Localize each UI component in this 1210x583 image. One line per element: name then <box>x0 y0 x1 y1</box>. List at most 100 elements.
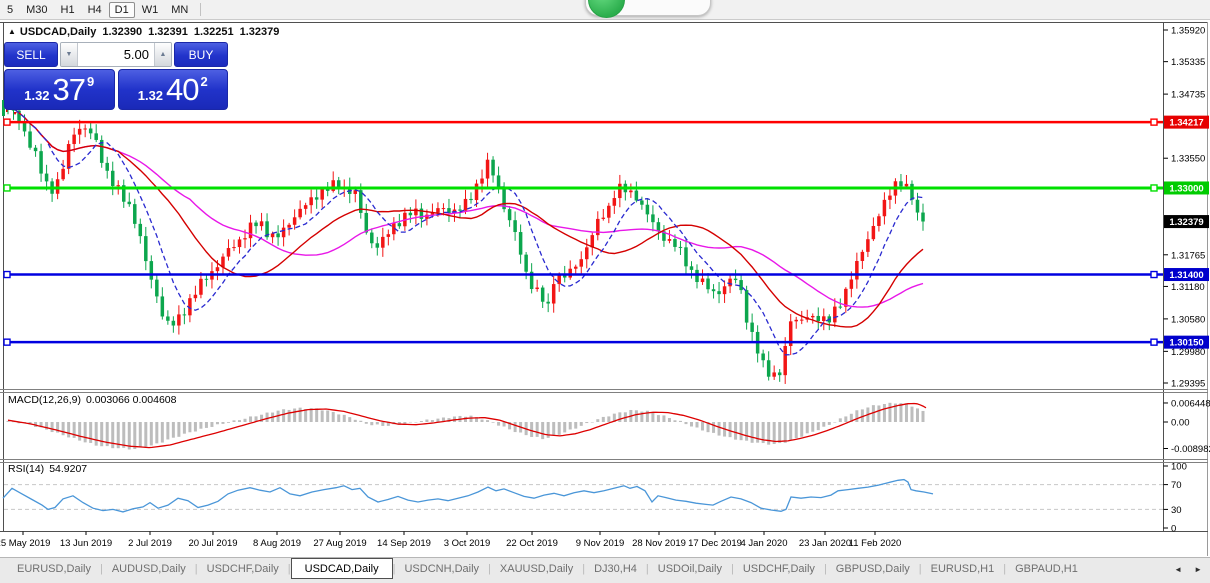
timeframe-button-MN[interactable]: MN <box>171 3 189 16</box>
tab-USDCNH-Daily[interactable]: USDCNH,Daily <box>404 563 480 575</box>
moving-averages <box>7 105 924 356</box>
svg-text:100: 100 <box>1171 462 1187 473</box>
ohlc-close: 1.32379 <box>239 26 280 38</box>
price-axis: 1.35920 1.35335 1.34735 1.33550 1.31765 1.311… <box>1163 26 1209 390</box>
tab-separator: | <box>1003 563 1007 575</box>
scroll-right-icon[interactable]: ► <box>1194 564 1202 574</box>
tab-GBPUSD-Daily[interactable]: GBPUSD,Daily <box>835 563 910 575</box>
macd-name: MACD(12,26,9) <box>8 394 81 406</box>
triangle-up-icon: ▲ <box>159 51 167 58</box>
svg-text:1.31765: 1.31765 <box>1171 250 1205 261</box>
volume-input[interactable] <box>78 43 154 66</box>
candles-layer <box>2 91 925 384</box>
symbol-title: USDCAD,Daily <box>19 26 97 38</box>
timeframe-button-D1[interactable]: D1 <box>108 1 135 18</box>
price-tag-1.32379 <box>1164 215 1209 229</box>
scroll-left-icon[interactable]: ◄ <box>1174 564 1183 574</box>
buy-price-prefix: 1.32 <box>137 88 164 103</box>
svg-text:1.30580: 1.30580 <box>1171 314 1205 325</box>
date-axis: 25 May 2019 13 Jun 2019 2 Jul 2019 20 Jul 2… <box>0 531 902 549</box>
toolbar-separator <box>200 3 202 16</box>
tab-separator: | <box>645 563 649 575</box>
tab-separator: | <box>730 563 734 575</box>
tab-USDCHF-Daily[interactable]: USDCHF,Daily <box>206 563 279 575</box>
rsi-name: RSI(14) <box>8 463 45 475</box>
tab-USDOil-Daily[interactable]: USDOil,Daily <box>657 563 722 575</box>
tab-XAUUSD-Daily[interactable]: XAUUSD,Daily <box>499 563 574 575</box>
svg-text:1.35920: 1.35920 <box>1171 26 1205 37</box>
timeframe-button-W1[interactable]: W1 <box>141 3 159 16</box>
svg-text:2 Jul 2019: 2 Jul 2019 <box>128 538 172 549</box>
horizontal-lines[interactable] <box>3 118 1163 346</box>
svg-text:13 Jun 2019: 13 Jun 2019 <box>60 538 112 549</box>
svg-text:27 Aug 2019: 27 Aug 2019 <box>313 538 366 549</box>
svg-text:1.31400: 1.31400 <box>1169 270 1203 281</box>
svg-text:0: 0 <box>1171 524 1176 535</box>
svg-text:28 Nov 2019: 28 Nov 2019 <box>632 538 686 549</box>
tab-USDCHF-Daily[interactable]: USDCHF,Daily <box>742 563 815 575</box>
macd-values: 0.003066 0.004608 <box>85 394 177 406</box>
tab-separator: | <box>392 563 396 575</box>
svg-text:1.32379: 1.32379 <box>1169 217 1203 228</box>
tab-separator: | <box>287 563 291 575</box>
rsi-pane: 100 70 30 0 <box>2 462 1187 535</box>
sell-button[interactable]: SELL <box>4 42 58 67</box>
sell-price-big: 37 <box>52 72 86 107</box>
svg-text:1.35335: 1.35335 <box>1171 57 1205 68</box>
triangle-down-icon: ▼ <box>65 51 73 58</box>
svg-text:11 Feb 2020: 11 Feb 2020 <box>849 538 902 549</box>
tab-separator: | <box>99 563 103 575</box>
chart-header: ▲ USDCAD,Daily 1.32390 1.32391 1.32251 1.3237… <box>8 26 279 38</box>
svg-text:1.29980: 1.29980 <box>1171 347 1205 358</box>
timeframe-button-5[interactable]: 5 <box>7 3 14 16</box>
svg-text:1.34217: 1.34217 <box>1169 118 1203 129</box>
svg-text:30: 30 <box>1171 505 1182 516</box>
timeframe-button-H1[interactable]: H1 <box>60 3 75 16</box>
tab-USDCAD-Daily[interactable]: USDCAD,Daily <box>290 558 393 579</box>
tab-EURUSD-H1[interactable]: EURUSD,H1 <box>930 563 995 575</box>
partial-candle <box>2 100 5 116</box>
svg-text:1.31180: 1.31180 <box>1171 282 1205 293</box>
tab-EURUSD-Daily[interactable]: EURUSD,Daily <box>17 563 91 575</box>
svg-text:0.006448: 0.006448 <box>1171 398 1210 409</box>
tab-separator: | <box>823 563 827 575</box>
tab-GBPAUD-H1[interactable]: GBPAUD,H1 <box>1015 563 1078 575</box>
volume-stepper: ▼ ▲ <box>60 42 172 67</box>
sell-price-display[interactable]: 1.32 37 9 <box>4 69 115 110</box>
svg-text:22 Oct 2019: 22 Oct 2019 <box>506 538 558 549</box>
buy-button[interactable]: BUY <box>174 42 228 67</box>
svg-text:17 Dec 2019: 17 Dec 2019 <box>688 538 742 549</box>
svg-text:14 Sep 2019: 14 Sep 2019 <box>377 538 431 549</box>
buy-price-display[interactable]: 1.32 40 2 <box>117 69 228 110</box>
svg-text:3 Oct 2019: 3 Oct 2019 <box>444 538 490 549</box>
svg-text:1.33000: 1.33000 <box>1169 183 1203 194</box>
svg-text:1.34735: 1.34735 <box>1171 90 1205 101</box>
svg-text:0.00: 0.00 <box>1171 418 1190 429</box>
buy-price-sup: 2 <box>200 74 208 89</box>
volume-decrease-button[interactable]: ▼ <box>61 43 78 66</box>
svg-text:70: 70 <box>1171 480 1182 491</box>
tab-separator: | <box>488 563 491 575</box>
timeframe-button-H4[interactable]: H4 <box>87 3 102 16</box>
collapse-triangle-icon: ▲ <box>8 27 16 36</box>
volume-increase-button[interactable]: ▲ <box>154 43 171 66</box>
sell-price-prefix: 1.32 <box>24 88 50 103</box>
rsi-label: RSI(14) 54.9207 <box>8 463 87 475</box>
price-tag-1.30150 <box>1164 335 1209 349</box>
rsi-value: 54.9207 <box>49 463 88 475</box>
svg-text:-0.008982: -0.008982 <box>1171 444 1210 455</box>
timeframe-button-M30[interactable]: M30 <box>26 3 48 16</box>
svg-text:23 Jan 2020: 23 Jan 2020 <box>799 538 851 549</box>
macd-pane: 0.006448 0.00 -0.008982 <box>6 398 1210 455</box>
tab-DJ30-H4[interactable]: DJ30,H4 <box>594 563 637 575</box>
green-toggle-icon[interactable] <box>588 0 625 18</box>
tab-AUDUSD-Daily[interactable]: AUDUSD,Daily <box>111 563 186 575</box>
buy-price-big: 40 <box>166 72 199 107</box>
price-tag-1.31400 <box>1164 268 1209 282</box>
overlay-pill[interactable] <box>585 0 711 18</box>
sell-price-sup: 9 <box>87 74 95 89</box>
chart-frame <box>0 22 1208 556</box>
macd-label: MACD(12,26,9) 0.003066 0.004608 <box>8 394 176 406</box>
